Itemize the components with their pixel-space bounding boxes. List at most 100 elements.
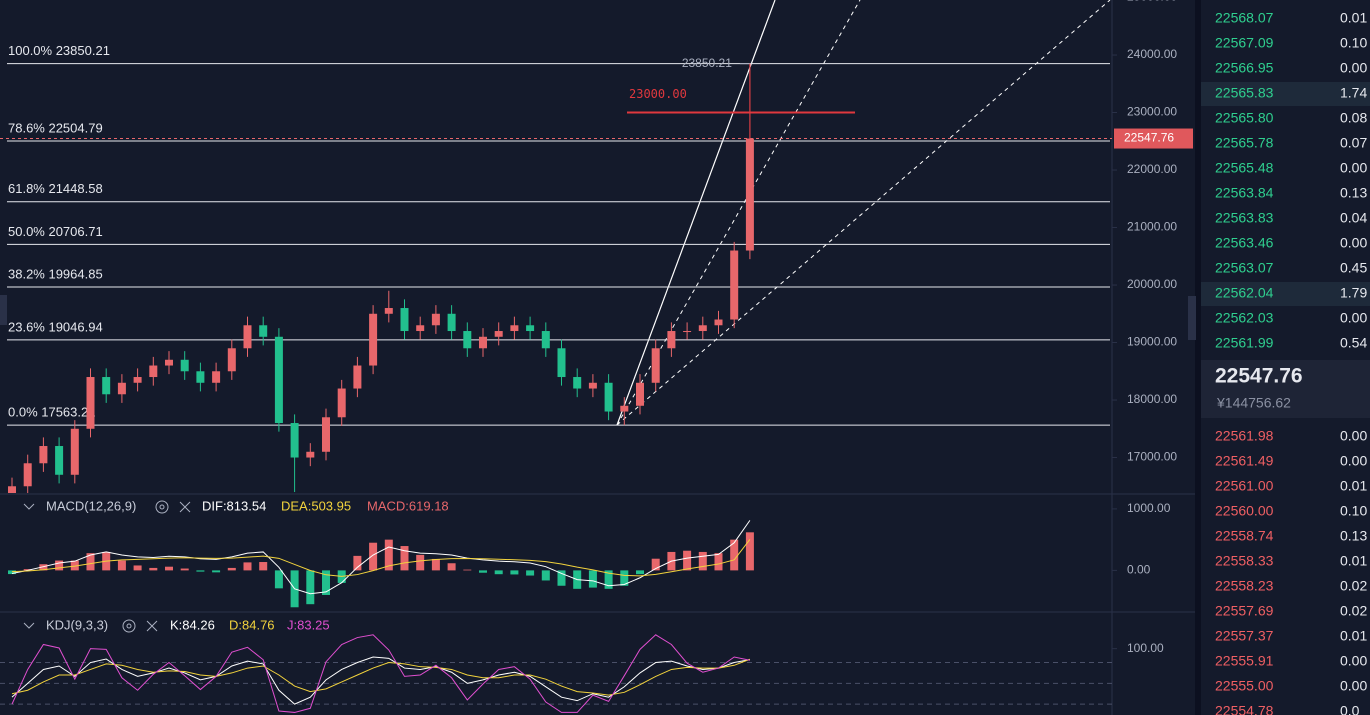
book-price: 22563.46 (1215, 235, 1274, 251)
book-price: 22565.78 (1215, 135, 1274, 151)
candle-body (573, 377, 582, 389)
y-tick-label: 24000.00 (1127, 47, 1177, 61)
book-amount: 0.00 (1340, 678, 1367, 694)
macd-bar (369, 542, 378, 571)
legend-entry: DIF:813.54 (202, 498, 266, 513)
collapse-left[interactable] (0, 295, 7, 325)
book-price: 22568.07 (1215, 10, 1274, 26)
last-price-box (1114, 128, 1193, 149)
macd-bar (400, 546, 409, 571)
macd-bar (212, 570, 221, 573)
y-tick-label: 17000.00 (1127, 450, 1177, 464)
legend-entry: K:84.26 (170, 617, 215, 632)
macd-bar (604, 570, 613, 589)
book-amount: 0.00 (1340, 310, 1367, 326)
y-tick-label: 22000.00 (1127, 162, 1177, 176)
candle-body (180, 359, 189, 372)
fib-label: 100.0% 23850.21 (8, 43, 110, 58)
indicator-line (11, 539, 751, 577)
macd-bar (714, 553, 723, 571)
candle-body (667, 331, 676, 349)
candle-body (557, 348, 566, 378)
settings-icon[interactable] (122, 619, 136, 633)
candle-body (588, 382, 597, 389)
macd-bar (384, 539, 393, 571)
candle-body (274, 336, 283, 424)
mid-cny: ¥144756.62 (1216, 395, 1291, 411)
fib-label: 78.6% 22504.79 (8, 120, 103, 135)
y-tick-label: 100.00 (1127, 641, 1164, 655)
candle-body (337, 388, 346, 418)
y-tick-label: 23000.00 (1127, 105, 1177, 119)
settings-icon[interactable] (155, 500, 169, 514)
candle-body (306, 451, 315, 458)
macd-bar (133, 565, 142, 571)
indicator-line (11, 634, 751, 713)
chart-bg (0, 0, 1195, 715)
macd-bar (526, 570, 535, 576)
fib-label: 50.0% 20706.71 (8, 224, 103, 239)
book-price: 22563.83 (1215, 210, 1274, 226)
macd-bar (494, 570, 503, 575)
order-book: 22568.07 0.01 22567.09 0.10 22566.95 0.00 2256… (1201, 10, 1370, 715)
book-amount: 0.10 (1340, 503, 1367, 519)
book-price: 22561.00 (1215, 478, 1274, 494)
candle-body (353, 365, 362, 389)
close-icon[interactable] (179, 501, 191, 513)
candle-body (322, 417, 330, 452)
y-tick-label: 25000.00 (1127, 0, 1177, 4)
macd-bar (8, 570, 16, 575)
macd-bar (698, 551, 707, 571)
book-amount: 0.00 (1340, 428, 1367, 444)
book-amount: 0.02 (1340, 578, 1367, 594)
book-amount: 0.08 (1340, 110, 1367, 126)
candle-body (369, 313, 378, 366)
candle-body (636, 382, 644, 406)
book-price: 22565.80 (1215, 110, 1274, 126)
legend-entry: D:84.76 (229, 617, 275, 632)
candle-body (227, 348, 236, 372)
candle-body (683, 331, 692, 333)
book-price: 22558.23 (1215, 578, 1274, 594)
book-price: 22555.91 (1215, 653, 1274, 669)
candle-body (70, 428, 79, 475)
book-price: 22567.09 (1215, 35, 1274, 51)
y-tick-label: 1000.00 (1127, 501, 1171, 515)
indicator-line (11, 656, 750, 705)
candle-body (290, 423, 299, 458)
candle-body (384, 308, 393, 314)
book-price: 22563.07 (1215, 260, 1274, 276)
book-amount: 0.00 (1340, 60, 1367, 76)
candle-body (39, 446, 48, 464)
macd-bar (588, 570, 597, 588)
book-amount: 0.00 (1340, 653, 1367, 669)
candle-body (431, 313, 440, 326)
book-price: 22565.83 (1215, 85, 1274, 101)
candle-body (416, 325, 425, 332)
mid-box (1201, 360, 1370, 418)
collapse-right[interactable] (1188, 296, 1196, 340)
close-icon[interactable] (146, 620, 158, 632)
macd-bar (353, 555, 362, 571)
macd-bar (149, 567, 158, 571)
fib-label: 38.2% 19964.85 (8, 266, 103, 281)
book-amount: 0.01 (1340, 478, 1367, 494)
macd-bar (416, 554, 425, 571)
macd-bar (23, 569, 32, 571)
row-highlight (1201, 282, 1370, 306)
candle-body (447, 313, 456, 332)
price-line-label: 23000.00 (629, 87, 687, 101)
book-amount: 0.13 (1340, 185, 1367, 201)
indicator-title: MACD(12,26,9) (46, 498, 136, 513)
macd-bar (243, 562, 252, 571)
book-amount: 1.74 (1340, 85, 1367, 101)
mid-price: 22547.76 (1215, 365, 1303, 388)
macd-bar (541, 570, 550, 581)
book-price: 22558.74 (1215, 528, 1274, 544)
macd-bar (86, 553, 95, 571)
row-highlight (1201, 82, 1370, 106)
candle-body (526, 325, 535, 332)
macd-bar (730, 539, 739, 571)
macd-bar (683, 550, 692, 571)
book-price: 22563.84 (1215, 185, 1274, 201)
